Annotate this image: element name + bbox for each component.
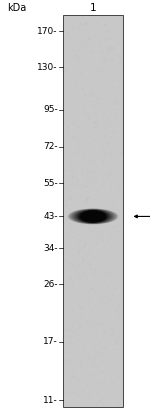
Ellipse shape — [73, 209, 113, 224]
Text: 170-: 170- — [37, 27, 58, 35]
Text: 130-: 130- — [37, 63, 58, 72]
Ellipse shape — [68, 208, 118, 224]
Ellipse shape — [71, 209, 115, 224]
Text: 72-: 72- — [43, 143, 58, 151]
Ellipse shape — [80, 211, 106, 222]
Ellipse shape — [74, 209, 112, 224]
Ellipse shape — [79, 210, 107, 223]
Ellipse shape — [73, 209, 113, 224]
Ellipse shape — [78, 210, 108, 223]
Text: 1: 1 — [90, 3, 96, 13]
Ellipse shape — [78, 210, 108, 223]
Ellipse shape — [69, 209, 117, 224]
Ellipse shape — [68, 208, 118, 224]
Ellipse shape — [80, 211, 106, 222]
Ellipse shape — [70, 209, 116, 224]
Ellipse shape — [74, 210, 112, 223]
Ellipse shape — [71, 209, 115, 224]
Ellipse shape — [75, 210, 111, 223]
Ellipse shape — [72, 209, 114, 224]
Ellipse shape — [69, 208, 117, 224]
Ellipse shape — [70, 209, 116, 224]
Text: 95-: 95- — [43, 105, 58, 114]
Text: 43-: 43- — [43, 212, 58, 221]
Ellipse shape — [76, 210, 110, 223]
Text: 26-: 26- — [43, 280, 58, 289]
Text: kDa: kDa — [8, 3, 27, 13]
Ellipse shape — [79, 210, 107, 223]
Bar — [63, 15, 123, 407]
Ellipse shape — [77, 210, 109, 223]
Text: 17-: 17- — [43, 337, 58, 346]
Ellipse shape — [76, 210, 110, 223]
Text: 11-: 11- — [43, 396, 58, 404]
Ellipse shape — [75, 210, 111, 223]
Text: 55-: 55- — [43, 179, 58, 188]
Text: 34-: 34- — [43, 244, 58, 253]
Ellipse shape — [72, 209, 114, 224]
